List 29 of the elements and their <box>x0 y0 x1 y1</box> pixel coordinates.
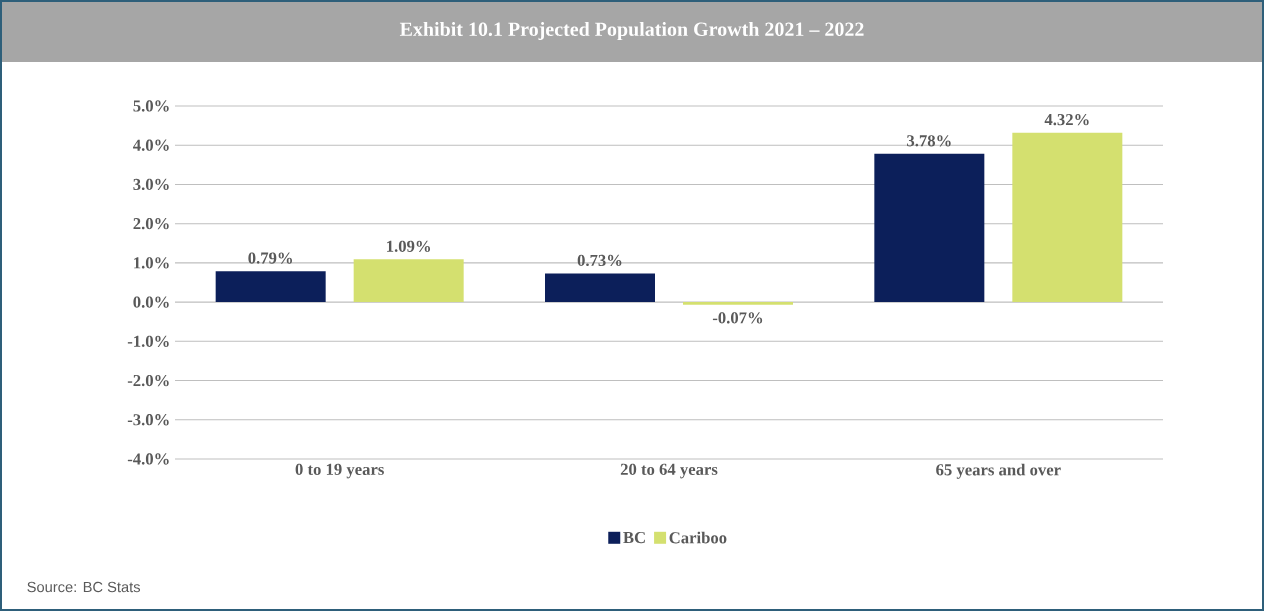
y-tick-label: -2.0% <box>127 374 169 387</box>
data-label: 0.79% <box>248 252 293 264</box>
y-tick-label: 2.0% <box>133 218 169 230</box>
bar <box>874 153 985 303</box>
bar <box>215 271 326 303</box>
bar <box>353 259 464 303</box>
y-tick-label: -4.0% <box>127 453 169 465</box>
data-label: 4.32% <box>1044 113 1089 126</box>
x-tick-label: 20 to 64 years <box>620 463 718 479</box>
data-label: 3.78% <box>907 135 951 147</box>
legend-label: BC <box>623 531 645 544</box>
bar <box>545 273 655 303</box>
source-note: Source: BC Stats <box>27 581 141 593</box>
y-tick-label: 0.0% <box>133 296 169 308</box>
chart-title: Exhibit 10.1 Projected Population Growth 2021 – 2022 <box>399 21 864 41</box>
data-label: 0.73% <box>577 254 622 267</box>
y-tick-label: -3.0% <box>127 414 169 426</box>
y-tick-label: -1.0% <box>127 335 169 347</box>
x-tick-label: 0 to 19 years <box>295 463 384 479</box>
y-tick-label: 3.0% <box>133 178 169 191</box>
data-label: -0.07% <box>712 312 763 324</box>
y-tick-label: 1.0% <box>134 257 169 269</box>
legend-label: Cariboo <box>669 531 727 544</box>
data-label: 1.09% <box>387 240 431 252</box>
bar <box>683 302 794 305</box>
y-tick-label: 4.0% <box>133 139 169 151</box>
x-tick-label: 65 years and over <box>936 463 1061 479</box>
y-tick-label: 5.0% <box>133 100 169 112</box>
bar <box>1012 132 1123 303</box>
